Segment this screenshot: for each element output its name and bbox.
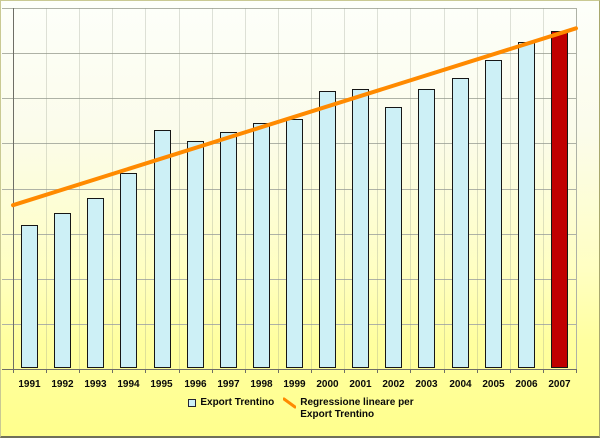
x-axis-tick [112,369,113,373]
legend-square-marker-icon [188,399,197,407]
x-label-1992: 1992 [51,379,74,390]
x-label-1993: 1993 [84,379,107,390]
v-gridline [112,8,113,369]
v-gridline [576,8,577,369]
x-label-1997: 1997 [217,379,240,390]
x-axis-tick [79,369,80,373]
bar-2001 [352,89,369,368]
regression-trendline [11,26,578,208]
x-axis-tick [311,369,312,373]
x-label-1994: 1994 [117,379,140,390]
bar-2000 [319,91,336,368]
v-gridline [444,8,445,369]
x-label-2006: 2006 [515,379,538,390]
h-gridline [2,8,576,9]
v-gridline [145,8,146,369]
bar-1992 [54,213,71,368]
bar-2002 [385,107,402,368]
x-label-1999: 1999 [283,379,306,390]
bar-1991 [21,225,38,368]
x-label-1996: 1996 [184,379,207,390]
v-gridline [46,8,47,369]
bar-2004 [452,78,469,368]
bar-1998 [253,123,270,368]
legend: Export Trentino Regressione lineare per … [1,397,599,421]
bar-2005 [485,60,502,368]
x-axis-line [2,369,576,370]
x-label-1995: 1995 [150,379,173,390]
bar-1993 [87,198,104,368]
legend-item-export-trentino: Export Trentino [188,397,274,409]
x-axis-tick [576,369,577,373]
x-axis-tick [444,369,445,373]
x-axis-tick [145,369,146,373]
v-gridline [212,8,213,369]
x-label-2005: 2005 [482,379,505,390]
x-axis-tick [377,369,378,373]
x-axis-tick [212,369,213,373]
v-gridline [245,8,246,369]
bar-1996 [187,141,204,368]
x-label-2000: 2000 [316,379,339,390]
v-gridline [179,8,180,369]
x-axis-tick [510,369,511,373]
h-gridline [2,53,576,54]
v-gridline [311,8,312,369]
v-gridline [79,8,80,369]
v-gridline [543,8,544,369]
x-axis-tick [46,369,47,373]
legend-label-export-trentino: Export Trentino [200,397,275,408]
x-label-2003: 2003 [415,379,438,390]
x-axis-tick [278,369,279,373]
legend-label-regression: Regressione lineare per Export Trentino [300,397,414,420]
x-axis-tick [179,369,180,373]
x-label-2004: 2004 [449,379,472,390]
x-label-2007: 2007 [548,379,571,390]
h-gridline [2,98,576,99]
v-gridline [477,8,478,369]
x-axis-tick [477,369,478,373]
x-axis-tick [410,369,411,373]
v-gridline [410,8,411,369]
x-label-1998: 1998 [250,379,273,390]
x-axis-tick [245,369,246,373]
x-label-1991: 1991 [18,379,41,390]
bar-1994 [120,173,137,368]
v-gridline [510,8,511,369]
legend-item-regression: Regressione lineare per Export Trentino [283,397,414,421]
x-axis-tick [344,369,345,373]
x-axis-tick [13,369,14,373]
bar-1997 [220,132,237,368]
v-gridline [377,8,378,369]
x-label-2002: 2002 [382,379,405,390]
legend-trendline-marker-icon [283,397,297,409]
v-gridline [344,8,345,369]
x-axis-tick [543,369,544,373]
y-axis-line [13,8,14,369]
bar-1995 [154,130,171,368]
v-gridline [278,8,279,369]
bar-2003 [418,89,435,368]
bar-1999 [286,119,303,368]
x-label-2001: 2001 [349,379,372,390]
